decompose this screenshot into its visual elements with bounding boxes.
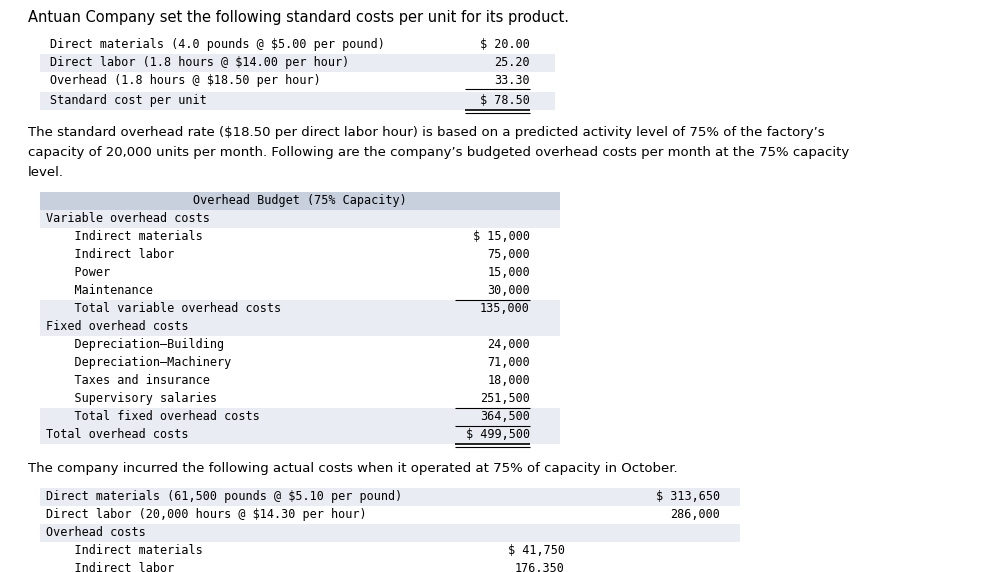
Text: 71,000: 71,000 [487, 356, 529, 369]
FancyBboxPatch shape [40, 228, 559, 246]
Text: Variable overhead costs: Variable overhead costs [46, 212, 210, 225]
Text: The company incurred the following actual costs when it operated at 75% of capac: The company incurred the following actua… [28, 462, 677, 475]
Text: Direct labor (1.8 hours @ $14.00 per hour): Direct labor (1.8 hours @ $14.00 per hou… [50, 56, 349, 69]
Text: Overhead Budget (75% Capacity): Overhead Budget (75% Capacity) [193, 194, 406, 207]
Text: 30,000: 30,000 [487, 284, 529, 297]
FancyBboxPatch shape [40, 426, 559, 444]
Text: Direct labor (20,000 hours @ $14.30 per hour): Direct labor (20,000 hours @ $14.30 per … [46, 508, 366, 521]
Text: 18,000: 18,000 [487, 374, 529, 387]
Text: The standard overhead rate ($18.50 per direct labor hour) is based on a predicte: The standard overhead rate ($18.50 per d… [28, 126, 823, 139]
FancyBboxPatch shape [40, 282, 559, 300]
Text: Overhead costs: Overhead costs [46, 526, 146, 539]
Text: Depreciation–Machinery: Depreciation–Machinery [46, 356, 231, 369]
Text: Antuan Company set the following standard costs per unit for its product.: Antuan Company set the following standar… [28, 10, 568, 25]
FancyBboxPatch shape [40, 506, 740, 524]
FancyBboxPatch shape [40, 54, 554, 72]
Text: Direct materials (4.0 pounds @ $5.00 per pound): Direct materials (4.0 pounds @ $5.00 per… [50, 38, 385, 51]
Text: 135,000: 135,000 [479, 302, 529, 315]
Text: Indirect materials: Indirect materials [46, 544, 202, 557]
FancyBboxPatch shape [40, 354, 559, 372]
Text: $ 78.50: $ 78.50 [479, 94, 529, 107]
Text: $ 41,750: $ 41,750 [508, 544, 564, 557]
FancyBboxPatch shape [40, 210, 559, 228]
FancyBboxPatch shape [40, 36, 554, 54]
FancyBboxPatch shape [40, 336, 559, 354]
FancyBboxPatch shape [40, 246, 559, 264]
Text: 24,000: 24,000 [487, 338, 529, 351]
FancyBboxPatch shape [40, 264, 559, 282]
Text: Total variable overhead costs: Total variable overhead costs [46, 302, 281, 315]
Text: 33.30: 33.30 [494, 74, 529, 87]
Text: $ 15,000: $ 15,000 [472, 230, 529, 243]
Text: 176,350: 176,350 [515, 562, 564, 572]
FancyBboxPatch shape [40, 300, 559, 318]
Text: Indirect labor: Indirect labor [46, 562, 175, 572]
FancyBboxPatch shape [40, 488, 740, 506]
FancyBboxPatch shape [40, 542, 740, 560]
Text: Power: Power [46, 266, 110, 279]
FancyBboxPatch shape [40, 408, 559, 426]
FancyBboxPatch shape [40, 560, 740, 572]
Text: 75,000: 75,000 [487, 248, 529, 261]
Text: capacity of 20,000 units per month. Following are the company’s budgeted overhea: capacity of 20,000 units per month. Foll… [28, 146, 848, 159]
Text: $ 499,500: $ 499,500 [465, 428, 529, 441]
Text: Maintenance: Maintenance [46, 284, 153, 297]
Text: Indirect materials: Indirect materials [46, 230, 202, 243]
Text: 25.20: 25.20 [494, 56, 529, 69]
FancyBboxPatch shape [40, 192, 559, 210]
Text: Standard cost per unit: Standard cost per unit [50, 94, 206, 107]
FancyBboxPatch shape [40, 318, 559, 336]
FancyBboxPatch shape [40, 92, 554, 110]
Text: 286,000: 286,000 [669, 508, 719, 521]
Text: $ 20.00: $ 20.00 [479, 38, 529, 51]
Text: 15,000: 15,000 [487, 266, 529, 279]
FancyBboxPatch shape [40, 72, 554, 90]
Text: 251,500: 251,500 [479, 392, 529, 405]
Text: Depreciation–Building: Depreciation–Building [46, 338, 224, 351]
Text: Indirect labor: Indirect labor [46, 248, 175, 261]
Text: Fixed overhead costs: Fixed overhead costs [46, 320, 188, 333]
Text: Direct materials (61,500 pounds @ $5.10 per pound): Direct materials (61,500 pounds @ $5.10 … [46, 490, 402, 503]
Text: Taxes and insurance: Taxes and insurance [46, 374, 210, 387]
Text: 364,500: 364,500 [479, 410, 529, 423]
FancyBboxPatch shape [40, 390, 559, 408]
FancyBboxPatch shape [40, 372, 559, 390]
FancyBboxPatch shape [40, 524, 740, 542]
Text: level.: level. [28, 166, 64, 179]
Text: Total overhead costs: Total overhead costs [46, 428, 188, 441]
Text: Total fixed overhead costs: Total fixed overhead costs [46, 410, 259, 423]
Text: $ 313,650: $ 313,650 [656, 490, 719, 503]
Text: Overhead (1.8 hours @ $18.50 per hour): Overhead (1.8 hours @ $18.50 per hour) [50, 74, 320, 87]
Text: Supervisory salaries: Supervisory salaries [46, 392, 217, 405]
